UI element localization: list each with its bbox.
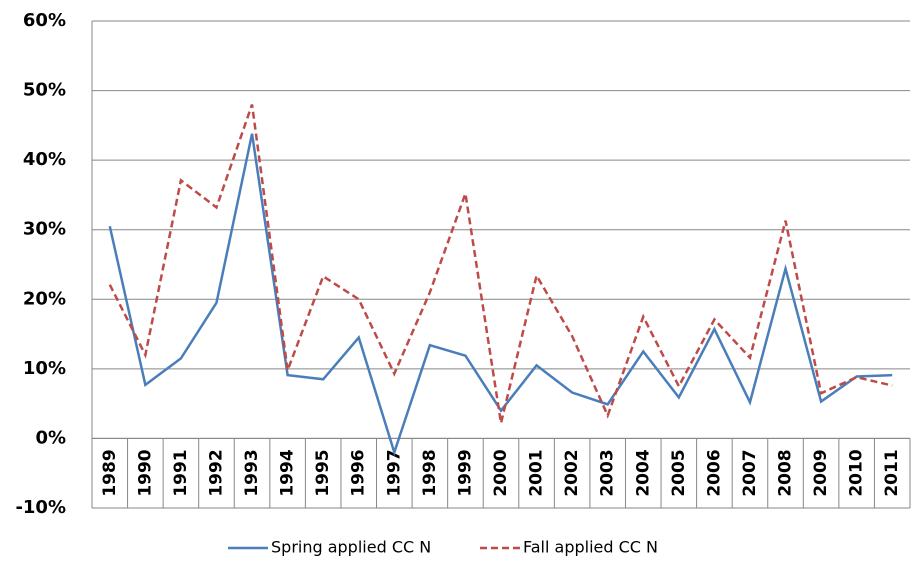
y-tick-label: 20% <box>23 288 66 309</box>
legend-label: Spring applied CC N <box>271 538 431 557</box>
y-tick-label: 60% <box>23 10 66 31</box>
x-tick-label: 1993 <box>242 449 262 496</box>
x-tick-label: 2008 <box>776 449 796 496</box>
legend-label: Fall applied CC N <box>523 538 658 557</box>
x-tick-label: 1991 <box>171 449 191 496</box>
x-tick-label: 2001 <box>527 449 547 496</box>
x-tick-label: 2000 <box>491 449 511 496</box>
x-tick-label: 1997 <box>384 449 404 496</box>
x-tick-label: 2009 <box>811 449 831 496</box>
x-tick-label: 1996 <box>349 449 369 496</box>
x-tick-label: 1999 <box>455 449 475 496</box>
x-tick-label: 2004 <box>633 449 653 496</box>
y-tick-label: -10% <box>15 497 66 518</box>
x-tick-label: 1989 <box>100 449 120 496</box>
x-tick-label: 2006 <box>704 449 724 496</box>
series-line <box>108 104 893 424</box>
x-tick-label: 1994 <box>278 449 298 496</box>
x-tick-label: 2011 <box>882 449 902 496</box>
x-tick-label: 2005 <box>669 449 689 496</box>
y-tick-label: 50% <box>23 80 66 101</box>
x-tick-label: 1992 <box>206 449 226 496</box>
x-tick-label: 2002 <box>562 449 582 496</box>
y-tick-label: 0% <box>35 427 66 448</box>
x-tick-label: 1990 <box>135 449 155 496</box>
y-tick-label: 40% <box>23 149 66 170</box>
x-tick-label: 2003 <box>598 449 618 496</box>
y-tick-label: 10% <box>23 358 66 379</box>
x-tick-label: 1995 <box>313 449 333 496</box>
x-tick-label: 2007 <box>740 449 760 496</box>
x-tick-label: 1998 <box>420 449 440 496</box>
x-tick-label: 2010 <box>847 449 867 496</box>
series-line <box>108 133 893 457</box>
y-tick-label: 30% <box>23 219 66 240</box>
